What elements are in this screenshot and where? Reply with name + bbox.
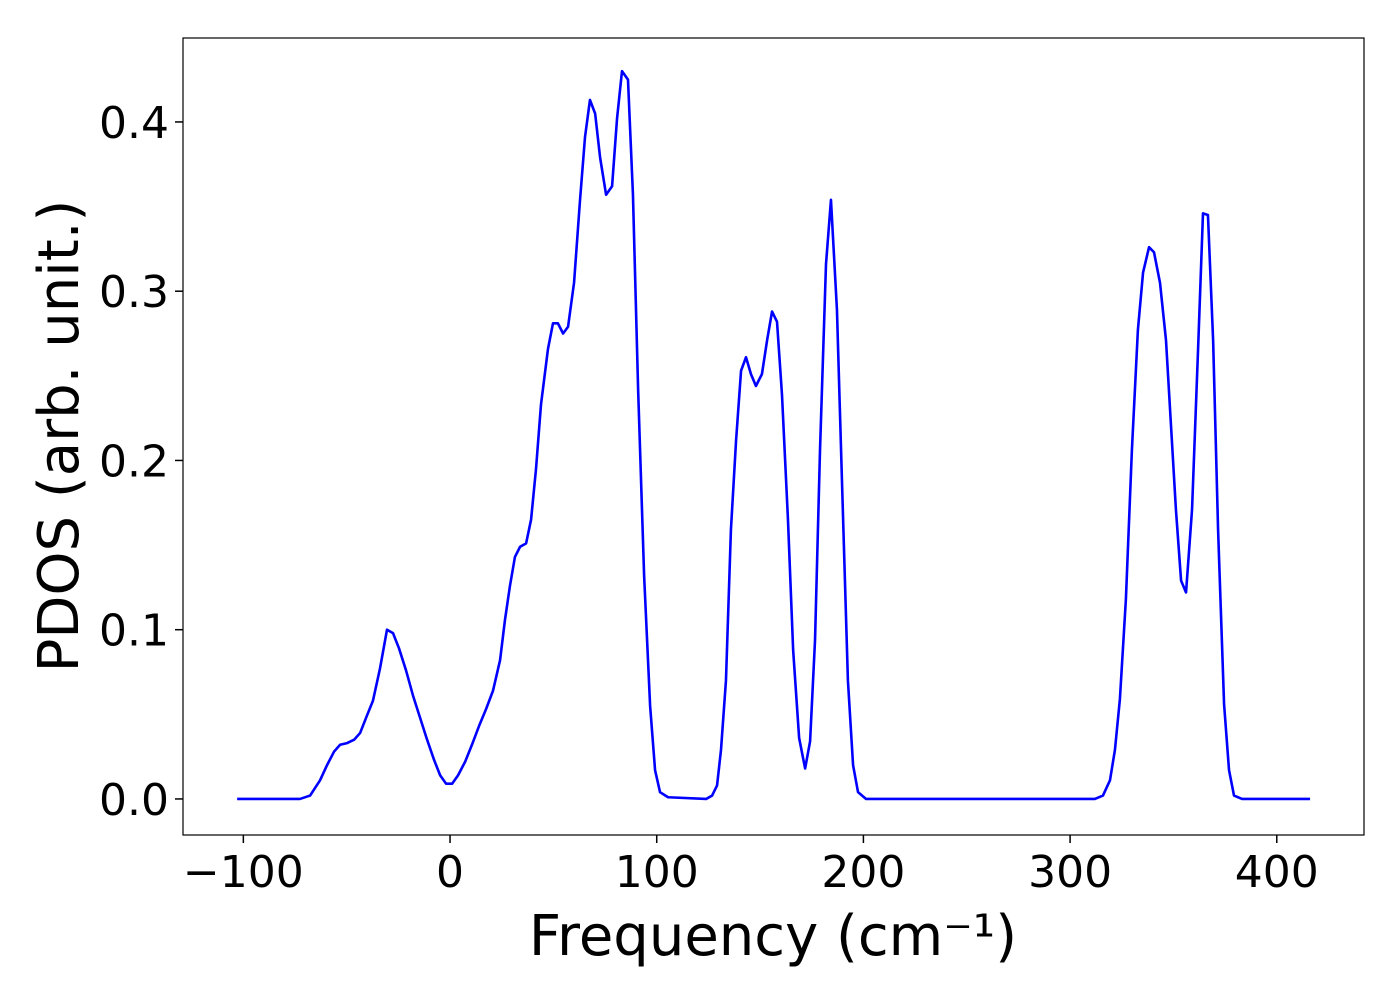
x-tick-label: 100 (615, 847, 699, 898)
x-tick-label: 200 (821, 847, 905, 898)
y-axis-label: PDOS (arb. unit.) (27, 200, 92, 673)
x-axis-label: Frequency (cm⁻¹) (529, 904, 1017, 969)
y-tick-label: 0.3 (99, 267, 169, 318)
y-tick-label: 0.1 (99, 606, 169, 657)
x-tick-label: 300 (1028, 847, 1112, 898)
y-tick-label: 0.0 (99, 775, 169, 826)
y-tick-label: 0.2 (99, 436, 169, 487)
pdos-line (237, 69, 1311, 801)
y-tick-label: 0.4 (99, 98, 169, 149)
x-tick-label: −100 (183, 847, 304, 898)
plot-frame (182, 37, 1365, 836)
x-tick-label: 0 (436, 847, 464, 898)
x-tick-label: 400 (1235, 847, 1319, 898)
